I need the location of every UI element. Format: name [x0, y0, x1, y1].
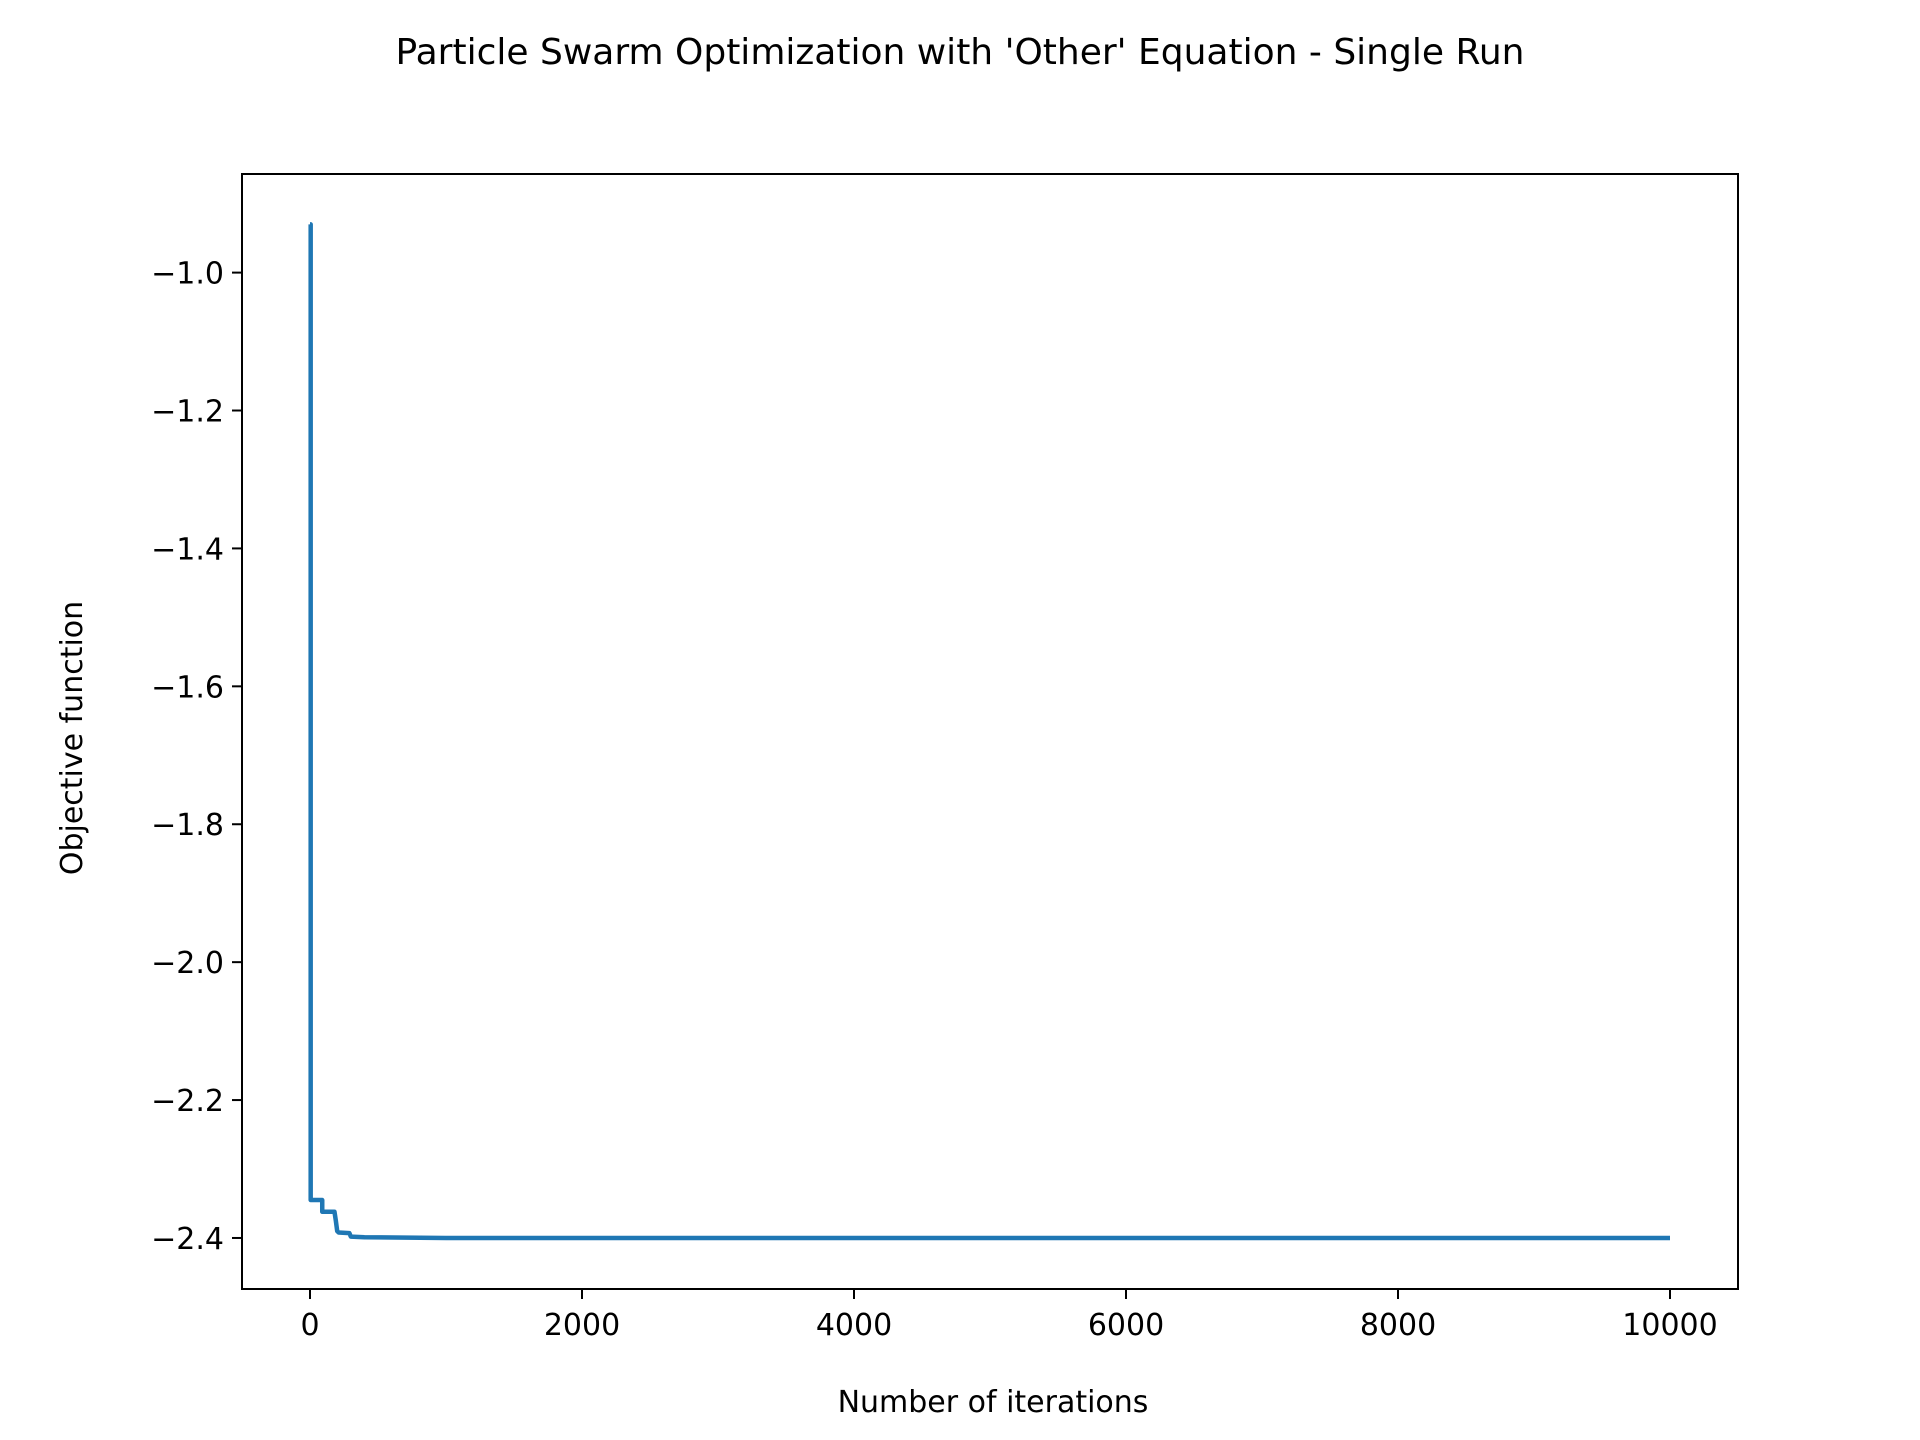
y-tick-label: −1.8 [151, 808, 224, 843]
y-tick-label: −2.0 [151, 946, 224, 981]
x-axis-label: Number of iterations [838, 1385, 1149, 1420]
x-tick-label: 4000 [816, 1308, 892, 1343]
x-tick-label: 6000 [1088, 1308, 1164, 1343]
plot-frame [241, 173, 1739, 1290]
x-tick-label: 2000 [544, 1308, 620, 1343]
y-tick-label: −1.4 [151, 532, 224, 567]
x-tick-label: 0 [300, 1308, 319, 1343]
y-tick-label: −2.4 [151, 1222, 224, 1257]
plot-area: 0 2000 4000 6000 8000 10000 −1.0 −1.2 −1.4 −1.6 −1… [151, 173, 1739, 1343]
x-tick-label: 10000 [1622, 1308, 1717, 1343]
y-tick-label: −1.6 [151, 670, 224, 705]
y-axis-label: Objective function [55, 601, 90, 875]
x-tick-label: 8000 [1360, 1308, 1436, 1343]
chart-title: Particle Swarm Optimization with 'Other'… [396, 32, 1525, 73]
y-tick-label: −1.2 [151, 395, 224, 430]
y-tick-label: −1.0 [151, 257, 224, 292]
y-tick-label: −2.2 [151, 1084, 224, 1119]
series-line-0 [308, 222, 1670, 1241]
